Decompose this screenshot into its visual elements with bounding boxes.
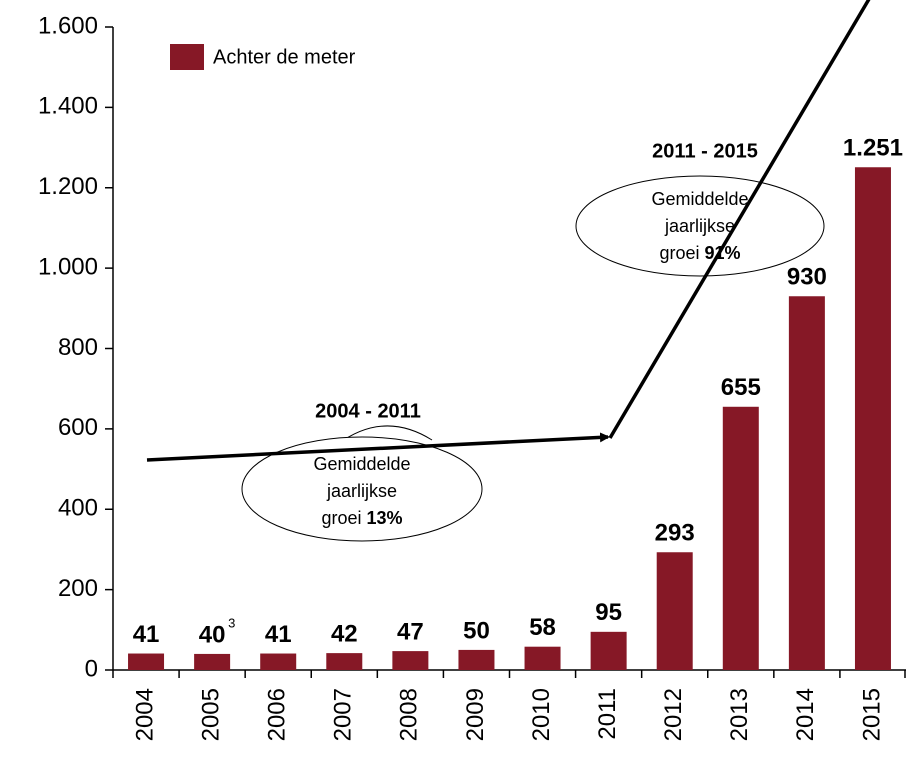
annotation-text: Gemiddelde <box>313 454 410 474</box>
bar <box>590 631 627 670</box>
y-tick-label: 1.000 <box>38 253 98 280</box>
value-label: 47 <box>397 618 424 645</box>
x-tick-label: 2009 <box>462 688 489 741</box>
x-tick-label: 2006 <box>264 688 291 741</box>
trend-arrow <box>146 432 610 462</box>
x-tick-label: 2005 <box>197 688 224 741</box>
bar <box>128 653 165 670</box>
value-label: 655 <box>721 374 761 401</box>
annotation-line: Gemiddelde <box>313 454 410 474</box>
footnote: 3 <box>228 615 235 630</box>
value-label: 930 <box>787 264 827 291</box>
bar <box>524 646 561 670</box>
value-label: 50 <box>463 617 490 644</box>
legend-label: Achter de meter <box>213 46 356 68</box>
annotation-text: groei 91% <box>659 243 740 263</box>
annotation-text: jaarlijkse <box>326 481 397 501</box>
annotation-period: 2011 - 2015 <box>652 140 758 162</box>
bar <box>788 296 825 670</box>
y-tick-label: 600 <box>58 414 98 441</box>
y-tick-label: 0 <box>85 655 98 682</box>
bar <box>326 653 363 670</box>
y-tick-label: 400 <box>58 495 98 522</box>
bar <box>722 406 759 670</box>
annotation-period: 2004 - 2011 <box>315 400 421 422</box>
ellipse <box>575 175 825 277</box>
x-tick-label: 2011 <box>594 688 621 740</box>
annotation-rate: 13% <box>367 508 403 528</box>
annotation-line: Gemiddelde <box>651 189 748 209</box>
x-tick-label: 2008 <box>396 688 423 741</box>
bar <box>458 649 495 670</box>
annotation-text: Gemiddelde <box>651 189 748 209</box>
annotation-line: groei <box>659 243 699 263</box>
value-label: 293 <box>655 520 695 547</box>
trend-line <box>608 0 871 439</box>
value-label: 40 <box>199 621 226 648</box>
bar <box>260 653 297 670</box>
bar <box>656 552 693 670</box>
x-tick-label: 2012 <box>660 688 687 741</box>
annotation-rate: 91% <box>705 243 741 263</box>
x-tick-label: 2015 <box>858 688 885 741</box>
legend-swatch <box>170 44 204 70</box>
y-tick-label: 800 <box>58 334 98 361</box>
x-tick-label: 2004 <box>131 688 158 741</box>
annotation-text: jaarlijkse <box>664 216 735 236</box>
bar <box>194 653 231 670</box>
bar <box>392 651 429 670</box>
value-label: 41 <box>133 621 160 648</box>
annotation-line: jaarlijkse <box>326 481 397 501</box>
ellipse <box>241 436 483 542</box>
value-label: 58 <box>529 614 556 641</box>
annotation-line: jaarlijkse <box>664 216 735 236</box>
x-tick-label: 2007 <box>330 688 357 741</box>
x-tick-label: 2010 <box>528 688 555 741</box>
annotation-text: groei 13% <box>321 508 402 528</box>
bar <box>854 167 891 670</box>
value-label: 41 <box>265 621 292 648</box>
value-label: 1.251 <box>843 135 903 162</box>
annotation-line: groei <box>321 508 361 528</box>
x-tick-label: 2014 <box>792 688 819 741</box>
x-tick-label: 2013 <box>726 688 753 741</box>
value-label: 42 <box>331 620 358 647</box>
y-tick-label: 200 <box>58 575 98 602</box>
y-tick-label: 1.400 <box>38 93 98 120</box>
y-tick-label: 1.200 <box>38 173 98 200</box>
y-tick-label: 1.600 <box>38 12 98 39</box>
value-label: 95 <box>595 599 622 626</box>
